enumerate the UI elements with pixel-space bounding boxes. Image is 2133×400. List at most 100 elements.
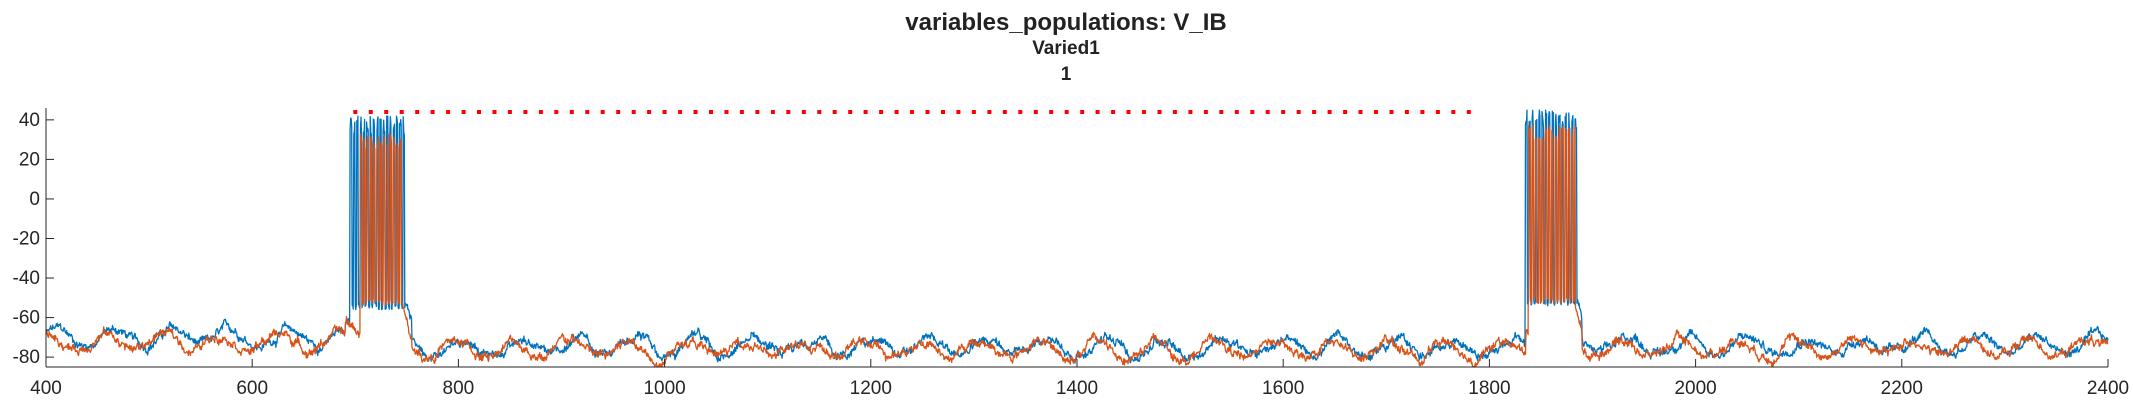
series-line-1 [45,109,2109,364]
y-tick-label: -80 [13,347,40,368]
event-marker [709,110,713,114]
event-marker [492,110,497,114]
x-tick-label: 2200 [1881,378,1923,399]
x-tick-label: 1600 [1262,378,1304,399]
event-marker [971,110,976,114]
event-marker [1064,110,1069,114]
y-tick-label: -60 [13,308,40,329]
event-marker [1296,110,1301,114]
event-marker [1095,110,1100,114]
event-marker [894,110,899,114]
event-marker [1203,110,1208,114]
event-marker [987,110,992,114]
event-marker [1281,110,1286,114]
event-marker [1142,110,1146,114]
x-tick-label: 1800 [1468,378,1510,399]
x-tick-label: 600 [236,378,268,399]
event-marker [693,110,698,114]
event-marker [1234,110,1239,114]
event-marker [1374,110,1378,114]
x-tick-label: 2000 [1674,378,1716,399]
event-marker [801,110,806,114]
event-marker [523,110,528,114]
event-marker [1466,110,1471,114]
event-marker [353,110,358,114]
chart-subtitle-2: 1 [1061,64,1072,85]
plot-area: 400 600 800 1000 1200 1400 1600 1800 2000 2200 240… [13,108,2129,399]
event-marker [368,110,373,114]
x-tick-label: 800 [443,378,475,399]
event-marker [1404,110,1409,114]
event-marker [446,110,451,114]
event-marker [786,110,791,114]
event-marker-layer [353,110,1471,114]
chart-title: variables_populations: V_IB [905,9,1226,36]
event-marker [1343,110,1348,114]
event-marker [1435,110,1440,114]
event-marker [1265,110,1270,114]
event-marker [1451,110,1456,114]
event-marker [863,110,868,114]
event-marker [925,110,930,114]
event-marker [507,110,512,114]
x-tick-label: 2400 [2087,378,2129,399]
y-tick-label: 20 [19,149,40,170]
event-marker [678,110,683,114]
event-marker [430,110,435,114]
event-marker [384,110,389,114]
x-tick-label: 1200 [850,378,892,399]
event-marker [1219,110,1224,114]
x-tick-label: 1400 [1056,378,1098,399]
event-marker [399,110,404,114]
event-marker [569,110,574,114]
series-line-2 [45,123,2109,368]
x-tick-label: 400 [30,378,62,399]
event-marker [1002,110,1007,114]
event-marker [941,110,945,114]
event-marker [1018,110,1023,114]
event-marker [616,110,621,114]
event-marker [1172,110,1177,114]
event-marker [1157,110,1162,114]
event-marker [1033,110,1038,114]
event-marker [724,110,729,114]
event-marker [415,110,420,114]
event-marker [631,110,636,114]
chart-subtitle-1: Varied1 [1032,38,1100,59]
event-marker [1049,110,1054,114]
event-marker [1126,110,1131,114]
event-marker [461,110,466,114]
x-tick-label: 1000 [643,378,685,399]
event-marker [1250,110,1255,114]
y-tick-label: 0 [29,189,40,210]
event-marker [879,110,884,114]
y-tick-label: 40 [19,110,40,131]
event-marker [554,110,559,114]
y-tick-label: -20 [13,228,40,249]
event-marker [1327,110,1332,114]
event-marker [910,110,914,114]
axes-layer: 400 600 800 1000 1200 1400 1600 1800 2000 2200 240… [13,108,2129,399]
event-marker [1420,110,1425,114]
event-marker [477,110,481,114]
y-tick-label: -40 [13,268,40,289]
event-marker [770,110,775,114]
event-marker [1389,110,1394,114]
event-marker [755,110,760,114]
event-marker [1188,110,1193,114]
series-layer [45,109,2109,368]
event-marker [1111,110,1116,114]
event-marker [832,110,837,114]
event-marker [739,110,744,114]
event-marker [585,110,590,114]
event-marker [662,110,667,114]
event-marker [647,110,652,114]
event-marker [817,110,822,114]
event-marker [848,110,853,114]
event-marker [1080,110,1085,114]
event-marker [1312,110,1317,114]
event-marker [538,110,543,114]
event-marker [1358,110,1363,114]
event-marker [956,110,961,114]
